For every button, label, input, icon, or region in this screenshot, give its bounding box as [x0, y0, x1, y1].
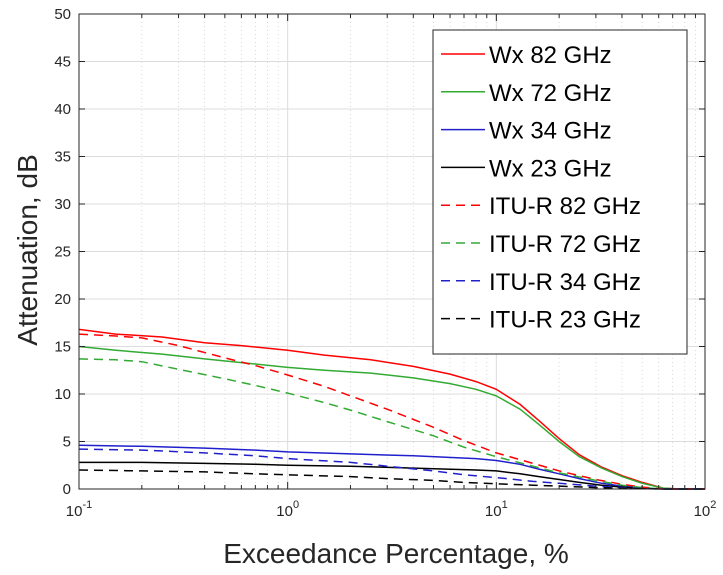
y-tick-label: 5 [63, 434, 71, 451]
legend-box [432, 29, 688, 355]
series-line [78, 358, 705, 490]
y-tick-label: 45 [54, 54, 71, 71]
tick-labels: 0 5 10 15 20 25 30 35 40 45 50 10-1 100 101 102 [54, 6, 716, 520]
y-tick-label: 20 [54, 291, 71, 308]
axis-ticks [78, 13, 706, 490]
legend-label: ITU-R 72 GHz [489, 231, 641, 258]
y-tick-label: 15 [54, 339, 71, 356]
y-tick-label: 0 [63, 481, 71, 498]
y-tick-label: 50 [54, 6, 71, 23]
series-line [78, 345, 705, 490]
legend: Wx 82 GHz Wx 72 GHz Wx 34 GHz Wx 23 GHz ITU-… [432, 29, 688, 355]
legend-label: Wx 34 GHz [489, 118, 612, 145]
y-tick-label: 35 [54, 149, 71, 166]
series-line [78, 333, 705, 490]
series-line [78, 328, 705, 490]
y-axis-label: Attenuation, dB [12, 154, 43, 345]
x-tick-label: 10-1 [66, 499, 92, 520]
x-tick-label: 100 [276, 499, 299, 520]
series-lines [78, 328, 705, 490]
y-tick-label: 10 [54, 386, 71, 403]
legend-label: ITU-R 23 GHz [489, 307, 641, 334]
legend-label: Wx 23 GHz [489, 155, 612, 182]
y-tick-label: 40 [54, 101, 71, 118]
y-tick-label: 30 [54, 196, 71, 213]
legend-label: ITU-R 82 GHz [489, 193, 641, 220]
legend-label: Wx 82 GHz [489, 42, 612, 69]
series-line [78, 444, 705, 490]
legend-label: Wx 72 GHz [489, 80, 612, 107]
x-tick-label: 101 [485, 499, 508, 520]
legend-label: ITU-R 34 GHz [489, 269, 641, 296]
x-axis-label: Exceedance Percentage, % [223, 538, 569, 569]
y-tick-label: 25 [54, 244, 71, 261]
x-tick-label: 102 [694, 499, 717, 520]
